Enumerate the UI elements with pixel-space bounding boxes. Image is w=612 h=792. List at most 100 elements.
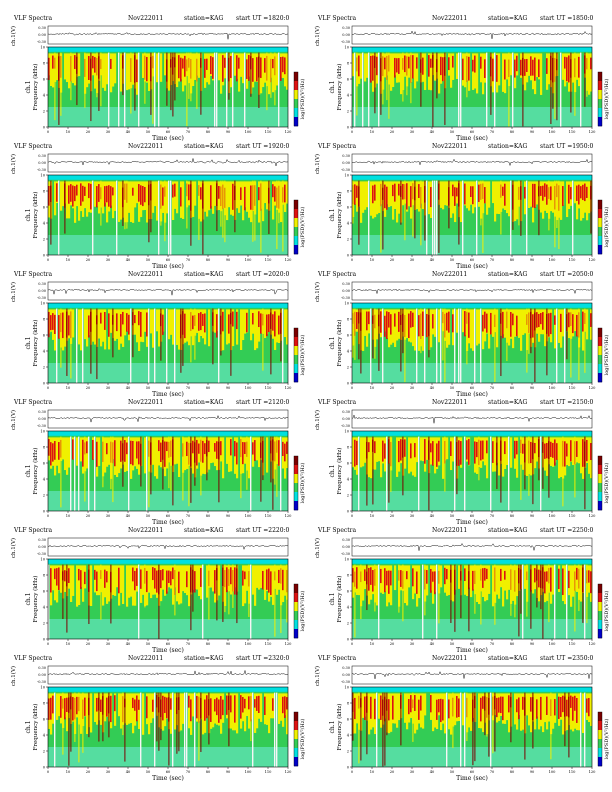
spectrogram-burst bbox=[502, 696, 504, 721]
spectrogram-spike bbox=[54, 52, 56, 121]
colorbar-segment bbox=[598, 483, 602, 493]
spectrogram-gap bbox=[276, 692, 278, 767]
spectrogram-burst bbox=[356, 567, 358, 589]
spectrogram-burst bbox=[244, 442, 246, 455]
spectrogram-burst bbox=[576, 314, 578, 337]
spectrogram-burst bbox=[414, 695, 416, 711]
spectrogram-band bbox=[588, 53, 591, 95]
spectrogram-burst bbox=[394, 313, 396, 327]
colorbar-segment bbox=[294, 355, 298, 365]
spectrogram-burst bbox=[152, 567, 154, 581]
colorbar-segment bbox=[598, 712, 602, 722]
signal-tick-label: -0.30 bbox=[37, 552, 46, 556]
spectrogram-gap bbox=[416, 308, 418, 383]
spectrogram-spike bbox=[208, 692, 210, 745]
panel-station: station=KAG bbox=[184, 655, 223, 662]
spectrogram-spike bbox=[552, 52, 554, 109]
spectrogram-band bbox=[86, 181, 89, 217]
spectrogram-band bbox=[244, 693, 247, 732]
spectrogram-band bbox=[484, 565, 487, 602]
spectrogram-band bbox=[522, 309, 525, 335]
spectrogram-burst bbox=[50, 315, 52, 331]
spectrogram-band bbox=[136, 181, 139, 204]
spectrogram-burst bbox=[556, 443, 558, 460]
spectrogram-burst bbox=[578, 184, 580, 205]
spectrogram-spike bbox=[228, 692, 230, 747]
spectrogram-burst bbox=[498, 697, 500, 713]
spectrogram-band bbox=[248, 693, 251, 729]
spectrogram-band bbox=[536, 181, 539, 205]
y-tick-label: 10 bbox=[40, 557, 45, 561]
spectrogram-spike bbox=[168, 436, 170, 489]
spectrogram-burst bbox=[204, 58, 206, 78]
spectrogram-band bbox=[80, 437, 83, 462]
x-tick-label: 100 bbox=[549, 130, 557, 134]
spectrogram-spike bbox=[76, 52, 78, 106]
spectrogram-gap bbox=[226, 52, 228, 127]
signal-frame bbox=[351, 281, 593, 301]
spectrogram-band bbox=[102, 181, 105, 214]
spectrogram-burst bbox=[430, 569, 432, 593]
spectrogram-band bbox=[358, 565, 361, 596]
spectrogram-burst bbox=[442, 699, 444, 721]
spectrogram-band bbox=[66, 437, 69, 475]
spectrogram-gap bbox=[474, 308, 476, 383]
spectrogram-burst bbox=[144, 187, 146, 203]
spectrogram-burst bbox=[84, 571, 86, 585]
signal-tick-label: 0.00 bbox=[342, 673, 350, 677]
spectrogram-gap bbox=[580, 52, 582, 127]
spectrogram-spike bbox=[420, 52, 422, 107]
signal-trace bbox=[47, 414, 289, 424]
spectrogram-top-band bbox=[352, 687, 592, 692]
signal-tick-label: 0.30 bbox=[38, 538, 46, 542]
spectrogram-spike bbox=[110, 564, 112, 624]
x-tick-label: 120 bbox=[589, 258, 597, 262]
x-tick-label: 90 bbox=[226, 130, 231, 134]
spectrogram-burst bbox=[242, 697, 244, 713]
spectrogram-band bbox=[352, 53, 355, 77]
spectrogram-spike bbox=[542, 564, 544, 639]
spectrogram-low-region bbox=[48, 619, 288, 639]
spectrogram-burst bbox=[552, 442, 554, 458]
colorbar-segment bbox=[598, 474, 602, 484]
x-tick-label: 10 bbox=[370, 770, 375, 774]
spectrogram-spike bbox=[584, 436, 586, 510]
spectrogram-spike bbox=[374, 564, 376, 612]
spectrogram-band bbox=[376, 181, 379, 215]
spectrogram-band bbox=[150, 693, 153, 723]
spectrogram-burst bbox=[236, 55, 238, 82]
spectrogram-burst bbox=[570, 187, 572, 200]
spectrogram-spike bbox=[168, 692, 170, 766]
spectrogram-burst bbox=[58, 442, 60, 460]
spectrogram-band bbox=[446, 437, 449, 460]
spectrogram-burst bbox=[454, 187, 456, 206]
x-tick-label: 80 bbox=[206, 770, 211, 774]
spectrogram-band bbox=[114, 565, 117, 596]
spectrogram-burst bbox=[280, 56, 282, 81]
spectrogram-band bbox=[526, 693, 529, 716]
spectrogram-band bbox=[50, 53, 53, 86]
spectrogram bbox=[48, 175, 289, 255]
spectrogram-burst bbox=[220, 696, 222, 720]
spectrogram-spike bbox=[400, 308, 402, 372]
spectrogram-spike bbox=[172, 52, 174, 117]
spectrogram-burst bbox=[154, 568, 156, 589]
colorbar-segment bbox=[598, 346, 602, 356]
spectrogram-band bbox=[102, 53, 105, 88]
spectrogram-band bbox=[208, 181, 211, 211]
x-tick-label: 110 bbox=[265, 258, 273, 262]
spectrogram-burst bbox=[448, 311, 450, 333]
spectrogram-burst bbox=[418, 699, 420, 720]
spectrogram-band bbox=[62, 181, 65, 207]
x-tick-label: 110 bbox=[265, 514, 273, 518]
y-tick-label: 10 bbox=[344, 685, 349, 689]
spectrogram-gap bbox=[158, 52, 160, 127]
spectrogram-band bbox=[66, 53, 69, 83]
colorbar-segment bbox=[294, 712, 298, 722]
x-tick-label: 60 bbox=[470, 514, 475, 518]
spectrogram-band bbox=[462, 309, 465, 333]
spectrogram-burst bbox=[180, 57, 182, 82]
y-tick-label: 2 bbox=[347, 237, 349, 241]
y-axis-channel: ch.1 bbox=[329, 81, 336, 94]
y-axis-channel: ch.1 bbox=[25, 209, 32, 222]
